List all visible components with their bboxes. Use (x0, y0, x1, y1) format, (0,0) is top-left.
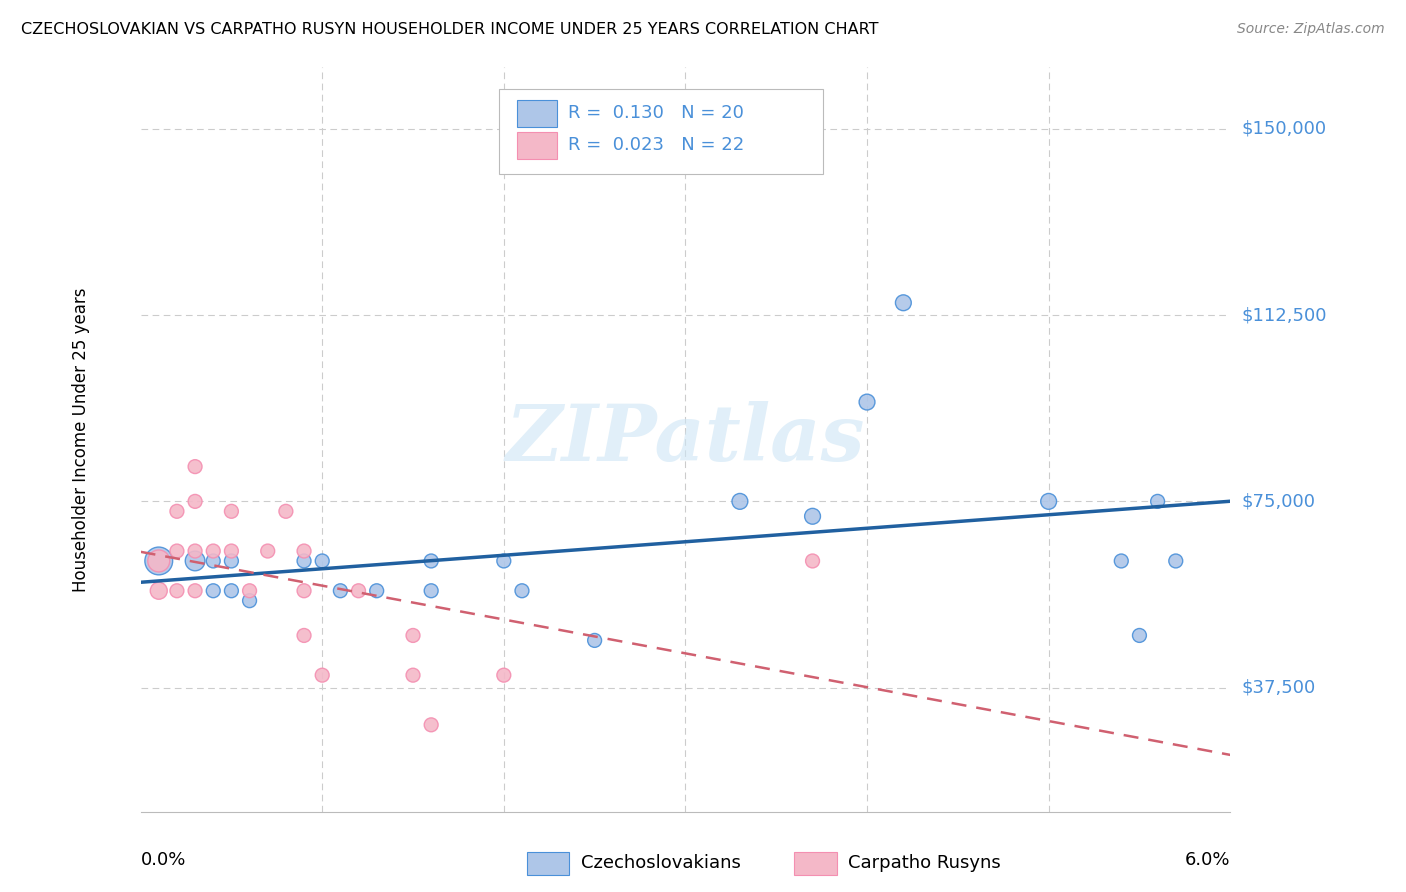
Point (1111, 554, 1133, 568)
Point (420, 554, 443, 568)
Point (402, 668, 425, 682)
Point (184, 554, 207, 568)
Point (274, 504, 297, 518)
Point (292, 583, 315, 598)
Point (420, 583, 443, 598)
Point (184, 494, 207, 508)
Point (166, 583, 188, 598)
Point (202, 583, 225, 598)
Point (492, 668, 515, 682)
Text: Source: ZipAtlas.com: Source: ZipAtlas.com (1237, 22, 1385, 37)
Point (801, 509, 824, 524)
Text: CZECHOSLOVAKIAN VS CARPATHO RUSYN HOUSEHOLDER INCOME UNDER 25 YEARS CORRELATION : CZECHOSLOVAKIAN VS CARPATHO RUSYN HOUSEH… (21, 22, 879, 37)
Point (1164, 554, 1187, 568)
Point (329, 583, 352, 598)
Point (184, 459, 207, 474)
Text: Czechoslovakians: Czechoslovakians (581, 855, 741, 872)
Point (202, 544, 225, 558)
Text: 6.0%: 6.0% (1185, 852, 1230, 870)
Point (239, 593, 262, 607)
Point (221, 583, 243, 598)
Text: ZIPatlas: ZIPatlas (506, 401, 865, 477)
Text: Carpatho Rusyns: Carpatho Rusyns (848, 855, 1001, 872)
Point (148, 554, 170, 568)
Text: R =  0.023   N = 22: R = 0.023 N = 22 (568, 136, 744, 154)
Point (1128, 628, 1150, 642)
Point (492, 554, 515, 568)
Point (347, 583, 370, 598)
Point (221, 554, 243, 568)
Point (148, 554, 170, 568)
Text: $37,500: $37,500 (1241, 679, 1316, 697)
Point (221, 544, 243, 558)
Point (148, 583, 170, 598)
Point (366, 583, 388, 598)
Point (893, 295, 915, 310)
Point (420, 718, 443, 732)
Point (801, 554, 824, 568)
Point (184, 583, 207, 598)
Point (202, 554, 225, 568)
Text: 0.0%: 0.0% (141, 852, 186, 870)
Point (166, 544, 188, 558)
Point (184, 544, 207, 558)
Point (256, 544, 278, 558)
Text: $150,000: $150,000 (1241, 120, 1326, 138)
Point (311, 554, 333, 568)
Point (402, 628, 425, 642)
Point (292, 544, 315, 558)
Point (728, 494, 751, 508)
Text: Householder Income Under 25 years: Householder Income Under 25 years (72, 287, 90, 591)
Point (221, 504, 243, 518)
Point (1038, 494, 1060, 508)
Point (583, 633, 606, 648)
Text: $112,500: $112,500 (1241, 306, 1327, 324)
Point (1146, 494, 1168, 508)
Point (856, 395, 879, 409)
Text: $75,000: $75,000 (1241, 492, 1316, 510)
Point (292, 628, 315, 642)
Point (292, 554, 315, 568)
Text: R =  0.130   N = 20: R = 0.130 N = 20 (568, 104, 744, 122)
Point (311, 668, 333, 682)
Point (510, 583, 533, 598)
Point (166, 504, 188, 518)
Point (239, 583, 262, 598)
